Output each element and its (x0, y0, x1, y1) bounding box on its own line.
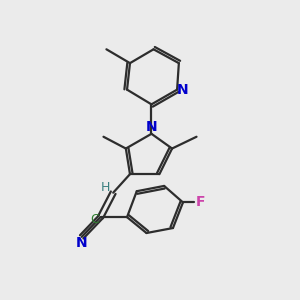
Text: N: N (146, 120, 157, 134)
Text: F: F (196, 195, 206, 209)
Text: N: N (177, 82, 188, 97)
Text: N: N (75, 236, 87, 250)
Text: C: C (90, 213, 99, 226)
Text: H: H (100, 181, 110, 194)
